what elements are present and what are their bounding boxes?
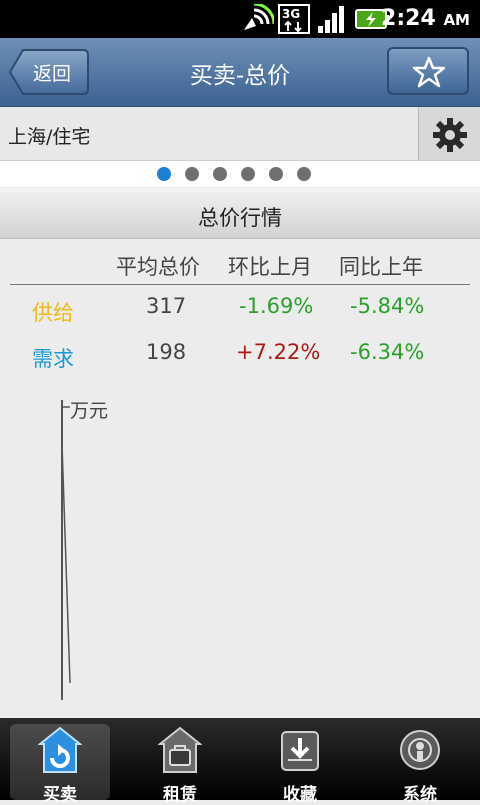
tab-system[interactable]: 系统	[370, 724, 470, 805]
section-header: 总价行情	[0, 188, 480, 239]
y-minor-tick	[61, 443, 71, 684]
battery-charging-icon	[355, 9, 389, 29]
page-dot-2[interactable]	[185, 167, 199, 181]
page-title: 买卖-总价	[189, 63, 291, 89]
location-label: 上海/住宅	[8, 126, 91, 148]
signal-broadcast-icon	[244, 4, 274, 30]
page-dot-5[interactable]	[269, 167, 283, 181]
page-dot-1[interactable]	[157, 167, 171, 181]
column-header-average: 平均总价	[116, 255, 200, 279]
status-clock: 2:24 AM	[381, 6, 470, 31]
demand-mom: +7.22%	[236, 340, 321, 364]
supply-average: 317	[146, 294, 187, 318]
table-divider	[10, 284, 470, 285]
page-dot-4[interactable]	[241, 167, 255, 181]
back-arrow-shape-icon	[9, 49, 89, 95]
tab-favorites[interactable]: 收藏	[250, 724, 350, 805]
demand-average: 198	[146, 340, 187, 364]
gear-icon	[433, 118, 467, 152]
bottom-tab-bar: 买卖 租赁 收藏 系统	[0, 718, 480, 805]
cell-signal-icon	[318, 6, 344, 33]
buy-sell-icon	[38, 726, 82, 773]
svg-text:3G: 3G	[282, 7, 300, 21]
network-3g-icon: 3G	[278, 4, 310, 34]
system-icon	[400, 730, 440, 770]
title-bar: 返回 买卖-总价	[0, 38, 480, 107]
supply-label: 供给	[32, 301, 74, 325]
supply-mom: -1.69%	[239, 294, 314, 318]
tab-rent[interactable]: 租赁	[130, 724, 230, 805]
section-title: 总价行情	[198, 206, 282, 230]
rent-icon	[158, 726, 202, 773]
demand-yoy: -6.34%	[350, 340, 425, 364]
supply-yoy: -5.84%	[350, 294, 425, 318]
settings-button[interactable]	[418, 107, 480, 160]
column-header-mom: 环比上月	[228, 255, 312, 279]
status-bar: 3G 2:24 AM	[0, 0, 480, 38]
star-icon	[413, 56, 445, 88]
page-indicator	[0, 161, 480, 187]
favorites-icon	[281, 731, 319, 771]
column-header-yoy: 同比上年	[339, 255, 423, 279]
stats-table: 平均总价 环比上月 同比上年 供给 317 -1.69% -5.84% 需求 1…	[0, 239, 480, 399]
tab-buy-sell[interactable]: 买卖	[10, 724, 110, 805]
price-trend-chart: 万元 100200300400	[61, 400, 108, 700]
location-row: 上海/住宅	[0, 107, 480, 161]
page-dot-6[interactable]	[297, 167, 311, 181]
y-axis-unit-label: 万元	[70, 400, 108, 422]
favorite-button[interactable]	[387, 47, 469, 95]
page-dot-3[interactable]	[213, 167, 227, 181]
demand-label: 需求	[32, 347, 74, 371]
back-button[interactable]: 返回	[9, 48, 89, 96]
